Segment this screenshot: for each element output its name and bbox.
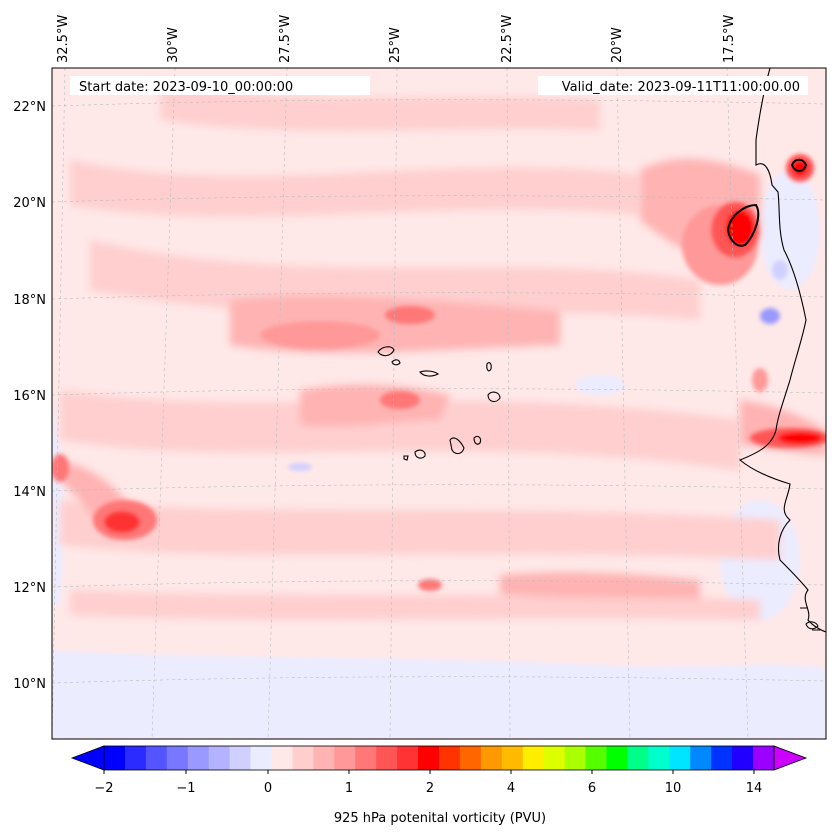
colorbar-tick-label: −1 [176,781,195,796]
graticule [52,68,826,739]
cape-verde-santiago [449,437,465,455]
lat-label: 16°N [13,389,46,404]
colorbar-swatch [669,746,691,770]
banc-arguin-island [726,203,760,247]
cape-verde-sao-vicente [391,359,401,366]
colorbar-swatch [166,746,189,770]
colorbar-swatch [187,746,210,770]
map-frame [51,67,827,740]
valid-date-label: Valid_date: 2023-09-11T11:00:00.00 [562,80,800,95]
colorbar-tick-label: 2 [426,781,434,796]
cape-verde-brava [403,455,409,461]
meridian-22-5w [506,68,511,739]
bijagos-islands [800,607,820,631]
start-date-label: Start date: 2023-09-10_00:00:00 [79,80,293,95]
colorbar-swatch [397,746,419,770]
cape-verde-maio [473,435,482,445]
cap-blanc [790,158,808,172]
meridian-17-5w [726,68,749,739]
lon-label: 25°W [388,27,403,63]
colorbar-swatch [522,746,545,770]
meridian-30w [151,68,176,739]
colorbar-tick-label: 6 [588,781,596,796]
lon-label: 17.5°W [722,15,737,63]
colorbar-swatch [208,746,231,770]
colorbar-swatch [606,746,628,770]
pv-streaks-light [60,80,780,620]
colorbar-swatch [229,746,252,770]
lat-label: 20°N [13,196,46,211]
colorbar-swatch [543,746,566,770]
latitude-labels: 22°N 20°N 18°N 16°N 14°N 12°N 10°N [13,100,46,692]
lat-label: 22°N [13,100,46,115]
colorbar-swatches [104,746,775,770]
colorbar-low-extension [70,745,105,771]
colorbar-swatch [334,746,356,770]
meridian-25w [389,68,398,739]
colorbar-swatch [585,746,607,770]
meridian-20w [616,68,631,739]
colorbar-swatch [753,746,775,770]
colorbar-swatch [313,746,335,770]
colorbar-swatch [376,746,398,770]
longitude-labels: 32.5°W 30°W 27.5°W 25°W 22.5°W 20°W 17.5… [56,15,737,63]
colorbar-swatch [648,746,670,770]
cape-verde-sal [486,362,492,372]
colorbar-tick-label: 14 [746,781,763,796]
cape-verde-fogo [414,449,426,459]
start-label-box [70,76,370,95]
lon-label: 30°W [166,27,181,63]
cape-verde-boa-vista [487,391,501,403]
colorbar-swatch [418,746,440,770]
lat-label: 12°N [13,581,46,596]
lon-label: 32.5°W [56,15,71,63]
lat-label: 10°N [13,677,46,692]
africa-coastline [738,68,826,633]
colorbar-tick-label: −2 [94,781,113,796]
colorbar-swatch [271,746,293,770]
lat-label: 14°N [13,485,46,500]
colorbar-swatch [124,746,147,770]
cape-verde-santo-antao [377,346,395,357]
colorbar-swatch [145,746,168,770]
cape-verde-sao-nicolau [419,370,440,377]
colorbar-swatch [564,746,587,770]
colorbar-frame [103,745,775,771]
colorbar-tick-label: 4 [507,781,515,796]
colorbar-tick-label: 1 [345,781,353,796]
meridian-32-5w [52,68,66,739]
colorbar-swatch [627,746,649,770]
colorbar-tick-label: 0 [264,781,272,796]
colorbar-swatch [501,746,524,770]
lon-label: 22.5°W [500,15,515,63]
colorbar-high-extension [773,745,808,771]
colorbar-swatch [292,746,314,770]
colorbar: −2 −1 0 1 2 4 6 10 14 925 hPa potenital … [70,745,808,826]
colorbar-swatch [480,746,503,770]
colorbar-swatch [250,746,272,770]
colorbar-swatch [711,746,733,770]
coastlines [377,68,826,633]
colorbar-swatch [104,746,126,770]
colorbar-swatch [690,746,712,770]
map-panel: Start date: 2023-09-10_00:00:00 Valid_da… [52,68,826,739]
lon-label: 20°W [610,27,625,63]
colorbar-swatch [439,746,461,770]
valid-label-box [538,76,808,95]
negative-pv-regions [52,170,826,739]
lon-label: 27.5°W [278,15,293,63]
colorbar-tick-label: 10 [665,781,682,796]
colorbar-swatch [355,746,377,770]
lat-label: 18°N [13,293,46,308]
colorbar-label: 925 hPa potenital vorticity (PVU) [334,811,546,826]
meridian-27-5w [267,68,288,739]
colorbar-ticks: −2 −1 0 1 2 4 6 10 14 [94,770,762,796]
colorbar-swatch [732,746,754,770]
colorbar-swatch [459,746,482,770]
